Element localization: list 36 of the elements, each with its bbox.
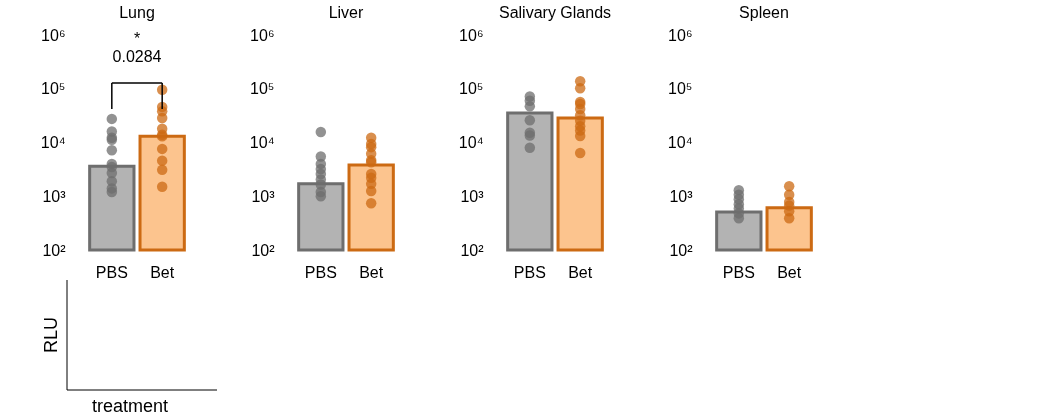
y-tick-label: 10⁶ xyxy=(250,26,275,44)
y-tick-label: 10⁶ xyxy=(668,26,693,44)
chart-title: Salivary Glands xyxy=(498,4,612,21)
x-tick-label: PBS xyxy=(513,263,546,281)
y-tick-label: 10² xyxy=(251,241,276,259)
x-tick-label: PBS xyxy=(722,263,755,281)
y-tick-label: 10⁶ xyxy=(459,26,484,44)
y-tick-label: 10⁴ xyxy=(667,134,693,151)
y-tick-label: 10⁵ xyxy=(459,80,484,98)
y-tick-label: 10⁵ xyxy=(250,80,275,98)
y-tick-label: 10⁴ xyxy=(249,134,275,151)
y-tick-label: 10³ xyxy=(42,187,67,205)
y-tick-label: 10⁵ xyxy=(668,80,693,98)
x-tick-label: PBS xyxy=(304,263,337,281)
chart-title: Liver xyxy=(328,4,365,21)
y-tick-label: 10² xyxy=(669,241,694,259)
annotation: 0.0284 xyxy=(112,48,162,65)
x-tick-label: Bet xyxy=(568,263,593,281)
x-tick-label: PBS xyxy=(95,263,128,281)
x-tick-label: Bet xyxy=(150,263,175,281)
y-tick-label: 10³ xyxy=(251,187,276,205)
y-tick-label: 10³ xyxy=(460,187,485,205)
y-tick-label: 10⁴ xyxy=(40,134,66,151)
annotation: * xyxy=(133,30,141,47)
x-tick-label: Bet xyxy=(359,263,384,281)
y-tick-label: 10⁶ xyxy=(41,26,66,44)
chart-title: Lung xyxy=(119,4,155,21)
x-tick-label: Bet xyxy=(777,263,802,281)
y-tick-label: 10³ xyxy=(669,187,694,205)
y-tick-label: 10² xyxy=(460,241,485,259)
x-axis-title: treatment xyxy=(92,396,169,416)
y-tick-label: 10² xyxy=(42,241,67,259)
y-axis-title: RLU xyxy=(41,316,61,354)
chart-title: Spleen xyxy=(739,4,789,21)
y-tick-label: 10⁵ xyxy=(41,80,66,98)
y-tick-label: 10⁴ xyxy=(458,134,484,151)
